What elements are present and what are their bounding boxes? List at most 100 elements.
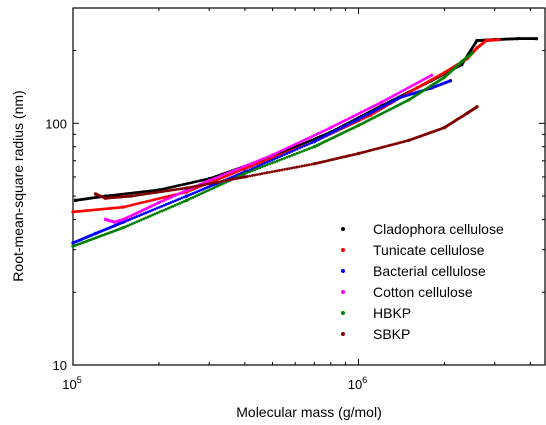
series-dot [278,155,281,159]
series-dot [173,199,177,203]
series-dot [128,204,132,207]
series-dot [293,166,296,169]
series-dot [250,174,254,177]
series-dot [285,152,289,155]
series-dot [187,197,191,201]
series-dot [208,182,211,186]
series-dot [197,184,201,188]
series-dot [291,143,295,147]
series-dot [239,174,243,177]
series-dot [167,202,170,205]
series-dot [275,169,279,173]
series-dot [283,147,287,151]
series-dot [248,162,252,166]
x-tick-label-base: 10 [62,377,76,392]
series-dot [302,149,306,152]
series-dot [319,131,322,134]
series-dot [248,170,252,173]
series-dot [167,206,170,210]
series-dot [295,165,299,169]
series-hbkp [71,51,474,248]
series-dot [260,165,264,169]
series-dot [224,179,228,182]
series-dot [305,148,309,152]
series-dot [300,164,304,168]
series-dot [201,187,205,191]
series-dot [201,183,205,187]
series-dot [250,161,254,165]
y-axis-ticks: 10 100 [45,7,545,373]
series-dot [241,165,245,169]
series-dot [290,149,294,153]
series-dot [290,153,294,157]
series-dot [232,169,236,172]
series-dot [133,221,136,225]
series-dot [310,138,314,142]
legend-label: Cladophora cellulose [373,221,504,237]
series-dot [151,208,155,212]
series-dot [160,196,164,200]
series-dot [273,152,277,156]
series-dot [307,147,311,151]
series-dot [263,171,267,175]
series-dot [288,151,291,154]
series-dot [149,209,152,213]
legend-label: Cotton cellulose [373,284,473,300]
series-dot [176,202,179,206]
series-dot [258,172,262,176]
series-dot [314,133,318,136]
series-dot [180,196,184,200]
series-dot [162,203,166,207]
series-dot [216,184,220,188]
series-dot [176,198,179,202]
series-dot [234,168,238,171]
series-dot [248,174,252,178]
series-dot [295,152,299,155]
series-dot [203,190,207,194]
series-sbkp [93,105,479,200]
series-dot [212,186,216,190]
series-dot [133,216,136,219]
series-dot [137,219,141,223]
series-dot [275,151,279,155]
series-dot [219,174,222,178]
series-dot [239,166,243,170]
legend-label: SBKP [373,326,410,342]
x-tick-label-exponent: 6 [362,375,367,385]
series-dot [323,129,326,132]
series-dot [288,167,291,170]
series-dot [126,204,130,208]
series-dot [158,197,161,200]
series-dot [126,224,130,228]
series-dot [316,132,320,135]
series-dot [305,163,309,167]
y-tick-label: 10 [53,358,67,373]
series-dot [268,159,272,163]
series-dot [293,152,296,156]
series-dot [278,168,281,172]
series-dot [142,200,146,204]
legend-label: HBKP [373,305,411,321]
series-dot [223,172,227,176]
series-dot [280,168,284,172]
series-dot [280,157,284,161]
series-dot [280,154,284,158]
series-dot [268,170,272,174]
series-dot [293,148,296,152]
x-tick-label-base: 10 [348,377,362,392]
series-dot [144,211,148,215]
legend-marker [341,248,345,252]
series-dot [221,173,225,177]
series-dot [281,148,285,152]
series-dot [289,144,293,148]
series-dot [225,171,229,175]
series-dot [218,183,222,187]
legend-marker [341,311,345,315]
legend-marker [341,290,345,294]
series-dot [255,159,259,163]
series-dot [258,161,262,165]
series-dot [294,142,297,146]
series-dot [137,214,141,218]
series-dot [193,195,197,198]
series-dot [312,134,316,137]
